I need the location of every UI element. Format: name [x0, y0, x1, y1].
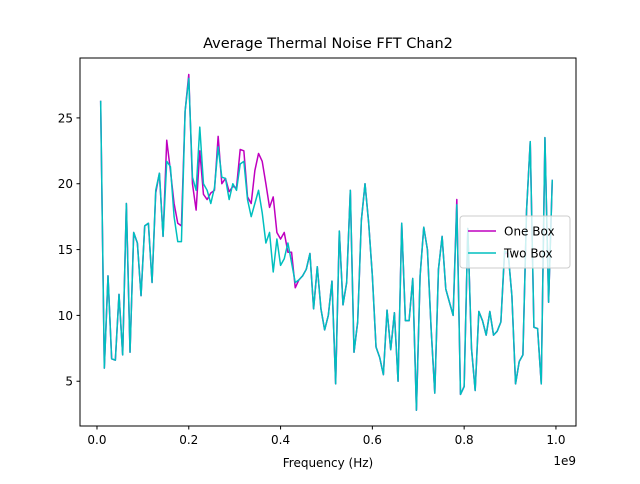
x-tick-label: 1.0 [546, 433, 565, 447]
series-line [99, 77, 554, 411]
y-tick-label: 15 [58, 243, 73, 257]
x-tick-label: 0.2 [179, 433, 198, 447]
x-axis-label: Frequency (Hz) [283, 456, 374, 470]
legend-label: One Box [504, 225, 555, 239]
x-offset-label: 1e9 [553, 454, 576, 468]
y-tick-label: 25 [58, 111, 73, 125]
x-tick-label: 0.0 [87, 433, 106, 447]
legend-label: Two Box [503, 247, 553, 261]
y-tick-label: 10 [58, 309, 73, 323]
y-tick-label: 5 [65, 375, 73, 389]
axes-frame [79, 57, 577, 427]
y-tick-label: 20 [58, 177, 73, 191]
chart-title: Average Thermal Noise FFT Chan2 [203, 36, 453, 52]
x-tick-label: 0.6 [363, 433, 382, 447]
x-tick-label: 0.8 [455, 433, 474, 447]
x-tick-label: 0.4 [271, 433, 290, 447]
legend-box [459, 215, 571, 269]
